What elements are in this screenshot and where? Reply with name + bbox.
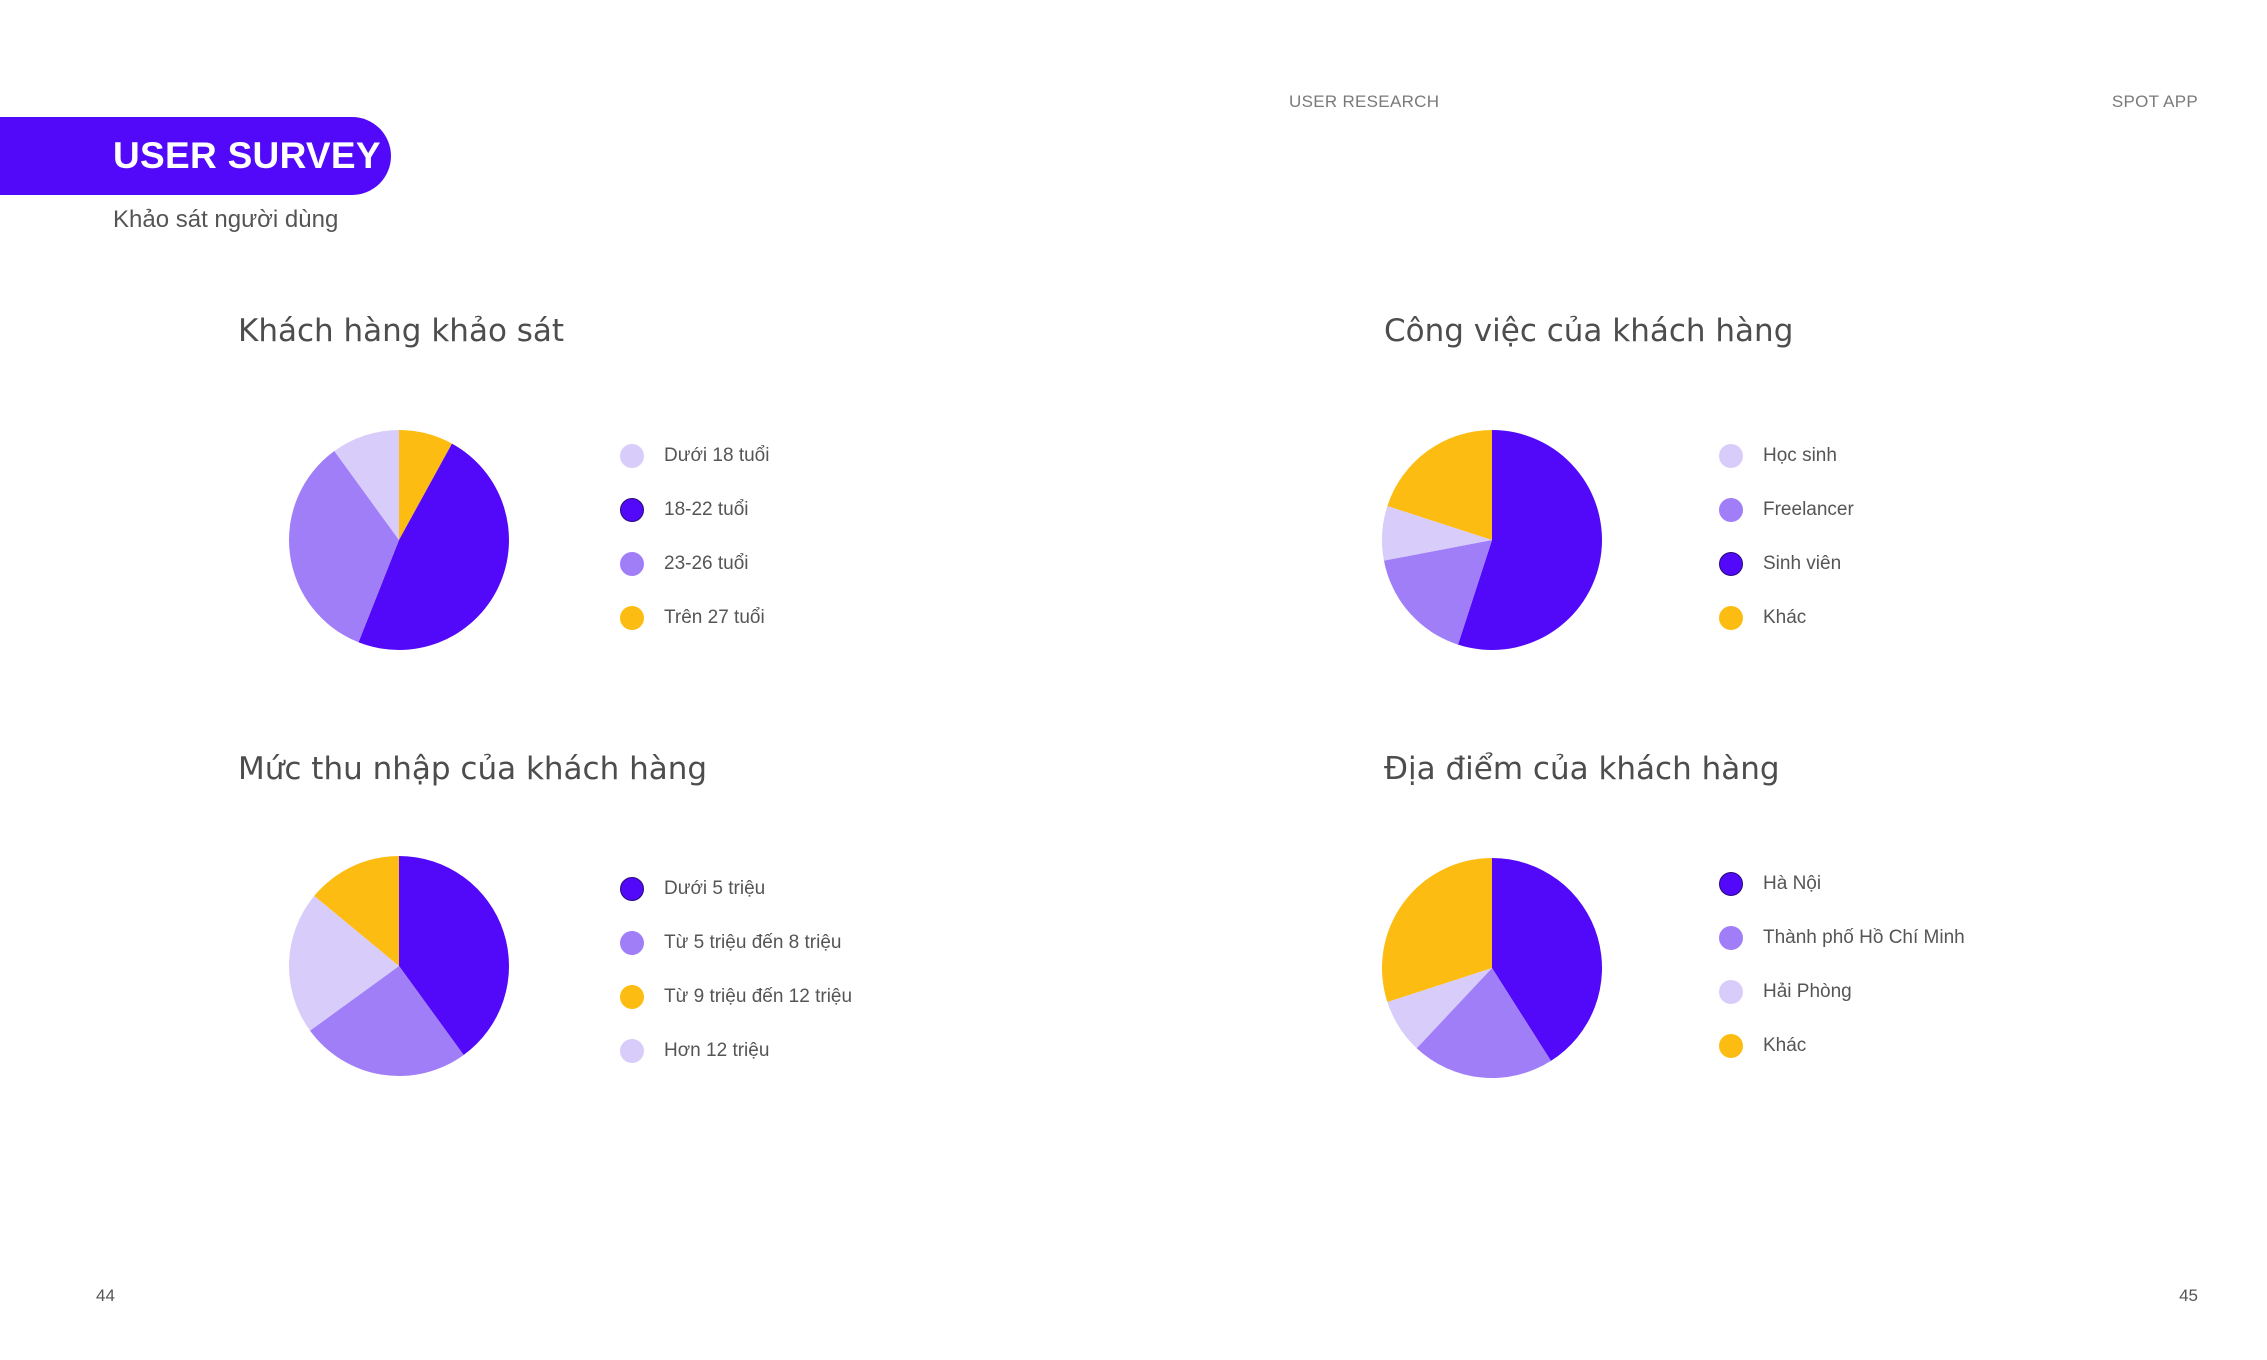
legend-label: Freelancer bbox=[1763, 499, 1854, 520]
legend-item: 23-26 tuổi bbox=[620, 551, 769, 577]
legend-label: Khác bbox=[1763, 607, 1807, 628]
pie-slice bbox=[1387, 430, 1492, 540]
legend-swatch bbox=[1719, 498, 1743, 522]
pie-slice bbox=[1492, 858, 1603, 1061]
legend-label: Thành phố Hồ Chí Minh bbox=[1763, 927, 1965, 948]
legend-swatch bbox=[1719, 980, 1743, 1004]
section-label: USER RESEARCH bbox=[1289, 92, 1440, 111]
legend-swatch bbox=[620, 606, 644, 630]
legend-swatch bbox=[620, 552, 644, 576]
chart-title: Công việc của khách hàng bbox=[1384, 313, 1794, 349]
legend-item: Từ 9 triệu đến 12 triệu bbox=[620, 984, 852, 1010]
chart-title: Khách hàng khảo sát bbox=[238, 313, 565, 349]
page-number-left: 44 bbox=[96, 1286, 115, 1305]
legend-item: 18-22 tuổi bbox=[620, 497, 769, 523]
page-subtitle: Khảo sát người dùng bbox=[113, 206, 339, 233]
pie-chart bbox=[1381, 858, 1603, 1079]
legend-item: Sinh viên bbox=[1719, 551, 1854, 577]
chart-title: Địa điểm của khách hàng bbox=[1384, 751, 1780, 787]
app-label: SPOT APP bbox=[2111, 92, 2198, 111]
legend-label: Từ 5 triệu đến 8 triệu bbox=[664, 932, 842, 953]
legend-swatch bbox=[620, 931, 644, 955]
legend-label: Học sinh bbox=[1763, 445, 1837, 466]
legend-item: Thành phố Hồ Chí Minh bbox=[1719, 925, 1965, 951]
legend-label: Hải Phòng bbox=[1763, 981, 1852, 1002]
chart-legend: Hà Nội Thành phố Hồ Chí Minh Hải Phòng K… bbox=[1719, 871, 1965, 1087]
pie-slice bbox=[1416, 968, 1551, 1079]
legend-swatch bbox=[620, 985, 644, 1009]
pie-slice bbox=[288, 895, 399, 1031]
legend-item: Từ 5 triệu đến 8 triệu bbox=[620, 930, 852, 956]
pie-chart bbox=[1382, 430, 1602, 650]
pie-chart bbox=[288, 430, 509, 650]
pie-slice bbox=[399, 856, 510, 1055]
pie-slice bbox=[334, 430, 399, 540]
chart-location: Địa điểm của khách hàng Hà Nội Thành phố… bbox=[1381, 751, 2234, 1111]
legend-item: Trên 27 tuổi bbox=[620, 605, 769, 631]
pie-slice bbox=[288, 451, 399, 643]
legend-label: Trên 27 tuổi bbox=[664, 607, 765, 628]
pie-slice bbox=[399, 430, 452, 540]
pie-chart bbox=[288, 856, 510, 1077]
pie-slice bbox=[1387, 968, 1492, 1049]
legend-item: Dưới 5 triệu bbox=[620, 876, 852, 902]
page-number-right: 45 bbox=[2179, 1286, 2198, 1305]
legend-label: Dưới 18 tuổi bbox=[664, 445, 770, 466]
legend-item: Hải Phòng bbox=[1719, 979, 1965, 1005]
pie-slice bbox=[1382, 506, 1492, 561]
legend-label: Sinh viên bbox=[1763, 553, 1842, 574]
legend-swatch bbox=[1719, 606, 1743, 630]
legend-item: Freelancer bbox=[1719, 497, 1854, 523]
chart-legend: Học sinh Freelancer Sinh viên Khác bbox=[1719, 443, 1854, 659]
legend-item: Học sinh bbox=[1719, 443, 1854, 469]
chart-income: Mức thu nhập của khách hàng Dưới 5 triệu… bbox=[238, 751, 1088, 1111]
legend-swatch bbox=[1719, 926, 1743, 950]
legend-swatch bbox=[1719, 872, 1743, 896]
chart-title: Mức thu nhập của khách hàng bbox=[238, 751, 708, 787]
legend-swatch bbox=[1719, 1034, 1743, 1058]
pie-slice bbox=[1458, 430, 1602, 650]
legend-label: Hơn 12 triệu bbox=[664, 1040, 770, 1061]
pie-slice bbox=[1383, 540, 1492, 645]
legend-item: Khác bbox=[1719, 1033, 1965, 1059]
legend-swatch bbox=[1719, 552, 1743, 576]
legend-swatch bbox=[620, 444, 644, 468]
pie-slice bbox=[358, 443, 509, 650]
legend-label: Từ 9 triệu đến 12 triệu bbox=[664, 986, 853, 1007]
legend-swatch bbox=[620, 877, 644, 901]
legend-swatch bbox=[620, 1039, 644, 1063]
legend-label: Khác bbox=[1763, 1035, 1807, 1056]
page-title: USER SURVEY bbox=[113, 135, 381, 176]
legend-label: 23-26 tuổi bbox=[664, 553, 749, 574]
legend-label: 18-22 tuổi bbox=[664, 499, 749, 520]
legend-item: Hà Nội bbox=[1719, 871, 1965, 897]
legend-swatch bbox=[620, 498, 644, 522]
pie-slice bbox=[310, 966, 464, 1077]
pie-slice bbox=[1381, 858, 1492, 1002]
chart-occupation: Công việc của khách hàng Học sinh Freela… bbox=[1382, 313, 2234, 673]
chart-age: Khách hàng khảo sát Dưới 18 tuổi 18-22 t… bbox=[238, 313, 1088, 673]
legend-swatch bbox=[1719, 444, 1743, 468]
legend-item: Khác bbox=[1719, 605, 1854, 631]
chart-legend: Dưới 18 tuổi 18-22 tuổi 23-26 tuổi Trên … bbox=[620, 443, 769, 659]
survey-title-tab: USER SURVEY bbox=[0, 117, 391, 195]
legend-label: Hà Nội bbox=[1763, 873, 1822, 894]
pie-slice bbox=[314, 856, 399, 966]
legend-item: Dưới 18 tuổi bbox=[620, 443, 769, 469]
chart-legend: Dưới 5 triệu Từ 5 triệu đến 8 triệu Từ 9… bbox=[620, 876, 852, 1092]
legend-item: Hơn 12 triệu bbox=[620, 1038, 852, 1064]
legend-label: Dưới 5 triệu bbox=[664, 878, 766, 899]
